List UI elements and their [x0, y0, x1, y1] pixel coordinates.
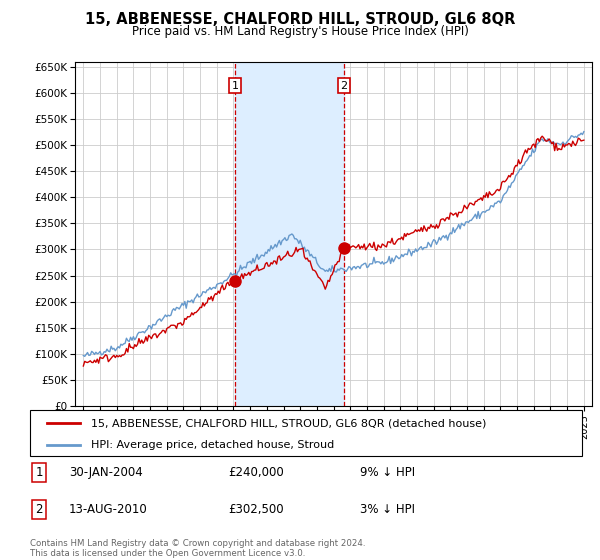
Text: £240,000: £240,000 [228, 465, 284, 479]
Text: 2: 2 [35, 503, 43, 516]
Text: £302,500: £302,500 [228, 503, 284, 516]
Text: Price paid vs. HM Land Registry's House Price Index (HPI): Price paid vs. HM Land Registry's House … [131, 25, 469, 38]
Text: 13-AUG-2010: 13-AUG-2010 [69, 503, 148, 516]
Text: 30-JAN-2004: 30-JAN-2004 [69, 465, 143, 479]
Text: 1: 1 [232, 81, 238, 91]
Text: 2: 2 [340, 81, 347, 91]
Bar [235, 62, 344, 406]
Text: Contains HM Land Registry data © Crown copyright and database right 2024.
This d: Contains HM Land Registry data © Crown c… [30, 539, 365, 558]
Text: 15, ABBENESSE, CHALFORD HILL, STROUD, GL6 8QR: 15, ABBENESSE, CHALFORD HILL, STROUD, GL… [85, 12, 515, 27]
Text: HPI: Average price, detached house, Stroud: HPI: Average price, detached house, Stro… [91, 440, 334, 450]
Text: 1: 1 [35, 465, 43, 479]
Text: 15, ABBENESSE, CHALFORD HILL, STROUD, GL6 8QR (detached house): 15, ABBENESSE, CHALFORD HILL, STROUD, GL… [91, 418, 486, 428]
Text: 3% ↓ HPI: 3% ↓ HPI [360, 503, 415, 516]
Text: 9% ↓ HPI: 9% ↓ HPI [360, 465, 415, 479]
